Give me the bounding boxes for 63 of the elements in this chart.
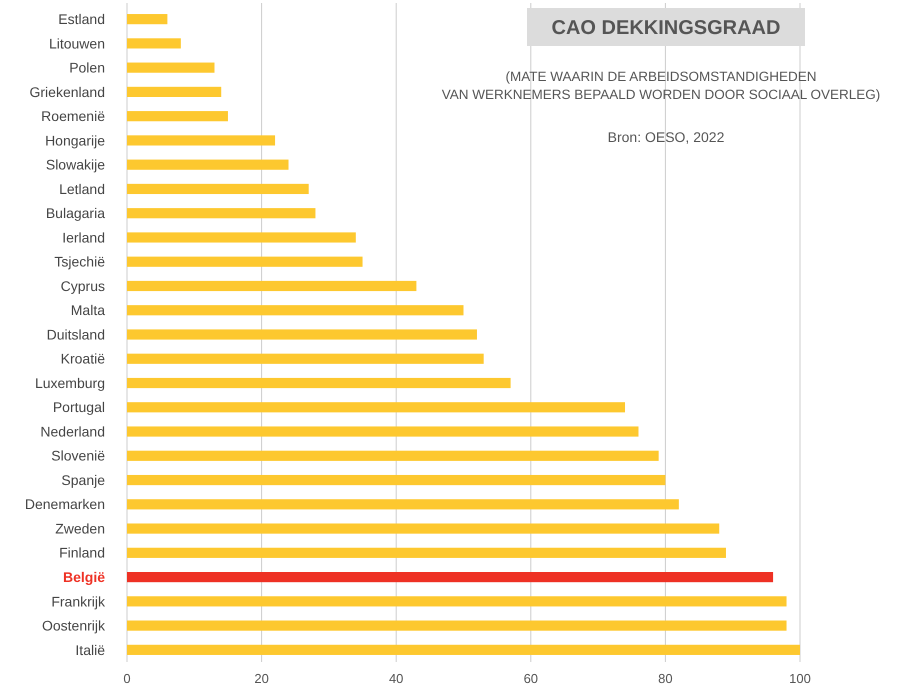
y-tick-label: Letland [59,180,105,197]
bar [127,14,168,24]
bar [127,644,800,655]
y-tick-label: Spanje [61,472,106,488]
y-tick-label: Slovenië [51,448,106,464]
x-tick-label: 0 [123,671,131,686]
annotation: Bron: OESO, 2022 [608,129,725,145]
bar [127,450,659,461]
x-tick-label: 80 [658,671,673,686]
y-tick-label: Cyprus [60,278,105,294]
y-tick-label: Malta [70,302,106,318]
y-tick-label: België [62,568,106,585]
x-tick-label: 20 [254,671,269,686]
x-tick-label: 60 [524,671,538,686]
y-tick-label: Portugal [52,399,105,416]
bar [127,62,214,73]
bar [127,305,464,316]
text: (MATE WAARIN DE ARBEIDSOMSTANDIGHEDEN VAN WERKNEMERS BEPAALD WORDEN DOOR SOCIAAL OVERLEG) [442,69,880,102]
y-tick-label: Hongarije [45,132,106,148]
bar [127,280,416,292]
bar [127,184,309,194]
bar [127,208,316,218]
y-tick-label: Denemarken [24,496,105,512]
y-tick-label: Tsjechië [54,254,106,270]
bar [127,426,638,437]
bar [127,111,228,122]
bar [127,135,276,146]
bar [127,38,181,48]
bar [127,620,787,631]
x-tick-label: 100 [789,671,811,686]
y-tick-label: Griekenland [30,84,105,100]
y-tick-label: Zweden [55,520,105,536]
y-tick-label: Kroatië [60,350,106,367]
y-tick-label: Nederland [40,423,105,440]
x-tick-label: 40 [388,671,404,686]
bar [127,572,774,582]
bar [127,378,511,388]
y-tick-label: Ierland [62,229,105,246]
y-tick-label: Slowakije [46,156,106,173]
y-tick-label: Estland [58,11,105,28]
y-tick-label: Luxemburg [34,374,105,391]
bar [127,256,363,267]
bar [127,548,726,558]
y-tick-label: Italië [75,642,106,658]
bar [127,523,720,534]
bar [127,402,626,412]
y-tick-label: Polen [69,60,105,76]
y-tick-label: Bulagaria [46,205,106,222]
y-tick-label: Finland [59,544,105,561]
bar [127,354,484,364]
y-tick-label: Duitsland [46,326,105,342]
y-tick-label: Frankrijk [51,593,106,610]
bar [127,329,477,340]
bar [127,86,222,97]
y-tick-label: Litouwen [48,35,105,52]
y-tick-label: Roemenië [41,108,106,124]
bar [127,474,666,486]
bar [127,160,289,170]
y-tick-label: Oostenrijk [42,618,106,634]
text: CAO DEKKINGSGRAAD [552,17,780,39]
bar [127,232,356,243]
bar [127,596,787,606]
bar [127,499,679,510]
